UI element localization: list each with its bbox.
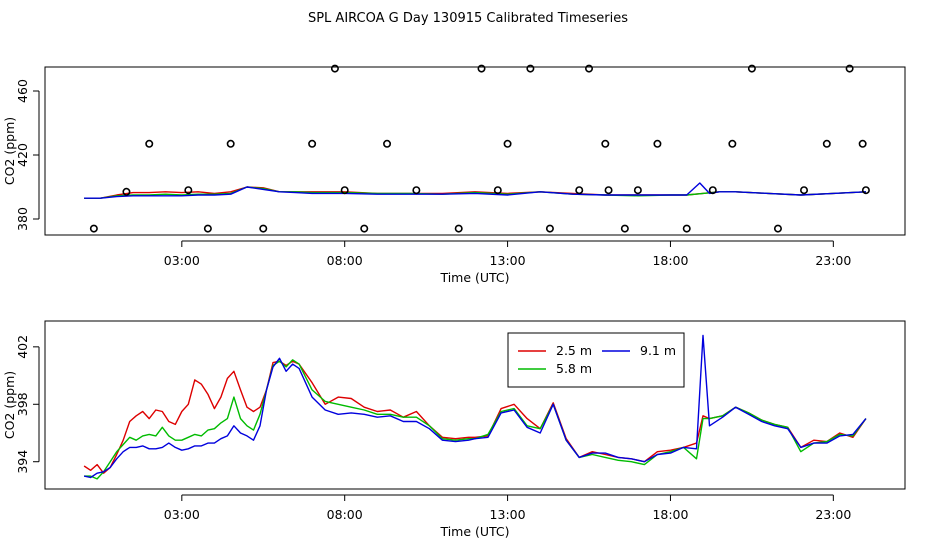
- y-tick-label: 398: [15, 392, 30, 416]
- data-point-marker: [184, 186, 193, 195]
- plot-frame: [44, 66, 906, 236]
- data-point-marker: [89, 224, 98, 233]
- x-tick-label: 08:00: [327, 507, 363, 522]
- data-point-marker: [708, 186, 717, 195]
- data-point-marker: [360, 224, 369, 233]
- legend-label: 9.1 m: [640, 343, 676, 358]
- data-point-marker: [477, 64, 486, 73]
- y-axis-label: CO2 (ppm): [2, 371, 17, 439]
- y-axis-label: CO2 (ppm): [2, 117, 17, 185]
- data-point-marker: [800, 186, 809, 195]
- data-point-marker: [633, 186, 642, 195]
- x-axis-label: Time (UTC): [439, 270, 509, 285]
- data-point-marker: [728, 139, 737, 148]
- legend-label: 5.8 m: [556, 361, 592, 376]
- y-tick-label: 420: [15, 143, 30, 167]
- data-point-marker: [653, 139, 662, 148]
- data-point-marker: [585, 64, 594, 73]
- data-point-marker: [526, 64, 535, 73]
- plot-frame: [44, 320, 906, 490]
- data-point-marker: [845, 64, 854, 73]
- chart-top-panel: 03:00 08:00 13:00 18:00 23:00 380 420 460 Time (…: [2, 64, 906, 285]
- x-tick-label: 08:00: [327, 253, 363, 268]
- data-point-marker: [858, 139, 867, 148]
- data-point-marker: [122, 187, 131, 196]
- legend-box: [507, 332, 685, 388]
- x-tick-label: 03:00: [164, 507, 200, 522]
- x-tick-label: 18:00: [652, 507, 688, 522]
- x-tick-label: 18:00: [652, 253, 688, 268]
- series-line-9-1-m: [83, 334, 867, 479]
- x-axis-label: Time (UTC): [439, 524, 509, 539]
- data-point-marker: [493, 186, 502, 195]
- data-point-marker: [330, 64, 339, 73]
- series-line-9-1-m: [84, 182, 866, 199]
- legend: 2.5 m 5.8 m 9.1 m: [507, 332, 685, 388]
- data-point-marker: [575, 186, 584, 195]
- data-point-marker: [454, 224, 463, 233]
- x-tick-label: 13:00: [490, 507, 526, 522]
- data-point-marker: [145, 139, 154, 148]
- y-tick-label: 460: [15, 79, 30, 103]
- data-point-marker: [203, 224, 212, 233]
- legend-label: 2.5 m: [556, 343, 592, 358]
- data-point-marker: [601, 139, 610, 148]
- data-point-marker: [822, 139, 831, 148]
- data-point-marker: [383, 139, 392, 148]
- x-tick-label: 23:00: [815, 507, 851, 522]
- y-tick-label: 394: [15, 450, 30, 474]
- data-point-marker: [861, 186, 870, 195]
- figure-title: SPL AIRCOA G Day 130915 Calibrated Times…: [308, 11, 628, 26]
- plot-area: [84, 182, 866, 199]
- data-point-marker: [604, 186, 613, 195]
- data-point-marker: [226, 139, 235, 148]
- data-point-marker: [503, 139, 512, 148]
- data-point-marker: [308, 139, 317, 148]
- y-tick-label: 402: [15, 335, 30, 359]
- y-tick-label: 380: [15, 207, 30, 231]
- data-point-marker: [747, 64, 756, 73]
- series-line-2-5-m: [83, 360, 867, 474]
- x-tick-label: 23:00: [815, 253, 851, 268]
- data-point-marker: [773, 224, 782, 233]
- data-point-marker: [682, 224, 691, 233]
- x-tick-label: 13:00: [490, 253, 526, 268]
- data-point-marker: [620, 224, 629, 233]
- data-point-marker: [412, 186, 421, 195]
- chart-bottom-panel: 03:00 08:00 13:00 18:00 23:00 394 398 402 Time (…: [2, 320, 906, 539]
- series-line-5-8-m: [84, 359, 867, 480]
- data-point-marker: [259, 224, 268, 233]
- data-point-marker: [340, 186, 349, 195]
- plot-area: [83, 334, 867, 480]
- x-tick-label: 03:00: [164, 253, 200, 268]
- data-point-marker: [545, 224, 554, 233]
